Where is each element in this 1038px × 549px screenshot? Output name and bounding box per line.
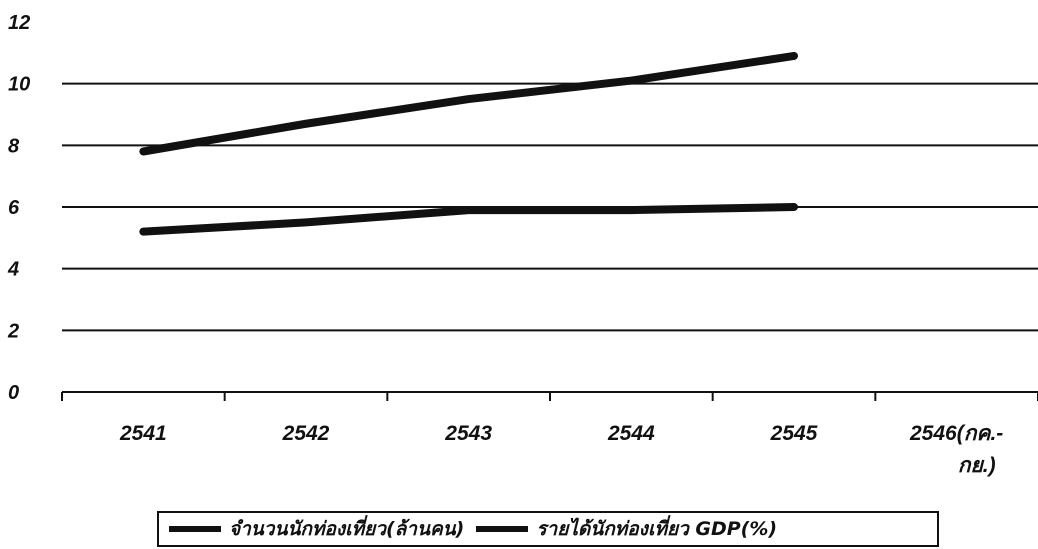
y-tick-label-10: 10 (8, 74, 30, 96)
line-chart: 0 2 4 6 8 10 12 2541 2542 2543 2544 2545 2546(กค.-ก… (7, 12, 1038, 477)
x-tick-label-1: 2542 (282, 422, 330, 445)
x-tick-label-2: 2543 (444, 422, 492, 445)
series-line-1 (139, 51, 798, 156)
x-tick-label-4: 2545 (770, 422, 818, 445)
y-tick-label-8: 8 (8, 135, 20, 157)
y-tick-label-6: 6 (8, 197, 20, 219)
y-tick-label-4: 4 (7, 259, 19, 281)
x-tick-label-3: 2544 (607, 422, 655, 445)
series-line-0 (139, 203, 798, 236)
x-tick-label-0: 2541 (119, 422, 167, 445)
legend-swatch-gdp (476, 526, 529, 532)
legend-swatch-tourists (169, 526, 221, 532)
x-axis-ticks: 2541 2542 2543 2544 2545 2546(กค.-กย.) (119, 422, 1003, 477)
y-tick-label-12: 12 (8, 12, 30, 34)
legend-label-tourists: จำนวนนักท่องเที่ยว(ล้านคน) (229, 518, 465, 540)
y-tick-label-2: 2 (7, 320, 19, 342)
legend-item-tourists: จำนวนนักท่องเที่ยว(ล้านคน) (169, 514, 464, 544)
x-tick-label-5: 2546(กค.-กย.) (909, 422, 1003, 477)
axes (61, 391, 1038, 401)
legend-label-gdp: รายได้นักท่องเที่ยว GDP(%) (536, 518, 778, 540)
legend-item-gdp: รายได้นักท่องเที่ยว GDP(%) (476, 514, 777, 544)
y-tick-label-0: 0 (8, 382, 19, 404)
y-axis-ticks: 0 2 4 6 8 10 12 (7, 12, 30, 404)
legend: จำนวนนักท่องเที่ยว(ล้านคน) รายได้นักท่อง… (157, 511, 939, 547)
series-lines (139, 51, 798, 236)
